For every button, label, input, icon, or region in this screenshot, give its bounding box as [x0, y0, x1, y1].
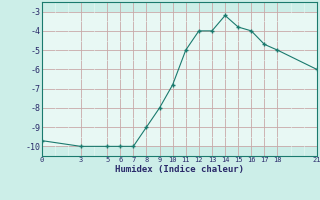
Bar	[42, 89, 317, 108]
Bar	[42, 50, 317, 69]
Bar	[42, 127, 317, 146]
Bar	[42, 69, 317, 89]
Bar	[42, 108, 317, 127]
Bar	[42, 31, 317, 50]
X-axis label: Humidex (Indice chaleur): Humidex (Indice chaleur)	[115, 165, 244, 174]
Bar	[42, 12, 317, 31]
